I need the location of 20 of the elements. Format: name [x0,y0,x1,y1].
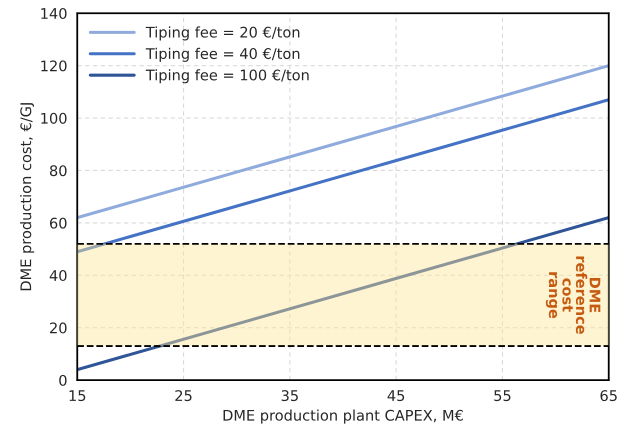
x-tick-label: 65 [600,390,617,402]
y-tick-label: 120 [41,60,67,72]
x-tick-label: 45 [388,390,404,402]
y-tick-label: 40 [50,270,67,282]
y-tick-label: 80 [50,165,67,176]
y-tick-label: 60 [50,218,67,229]
y-tick-label: 0 [59,374,67,386]
band-label: DME reference cost range [546,256,600,334]
x-tick-label: 25 [175,390,192,402]
x-axis-title: DME production plant CAPEX, M€ [224,410,463,424]
legend-label: Tiping fee = 100 €/ton [146,69,309,84]
legend-label: Tiping fee = 40 €/ton [146,48,300,62]
y-tick-label: 140 [41,8,67,20]
x-tick-label: 15 [70,390,86,402]
y-tick-label: 100 [41,112,67,124]
x-tick-label: 55 [494,390,510,402]
y-axis-title: DME production cost, €/GJ [20,103,34,290]
x-tick-label: 35 [282,390,298,402]
legend-label: Tiping fee = 20 €/ton [146,26,300,40]
y-tick-label: 20 [50,322,67,334]
